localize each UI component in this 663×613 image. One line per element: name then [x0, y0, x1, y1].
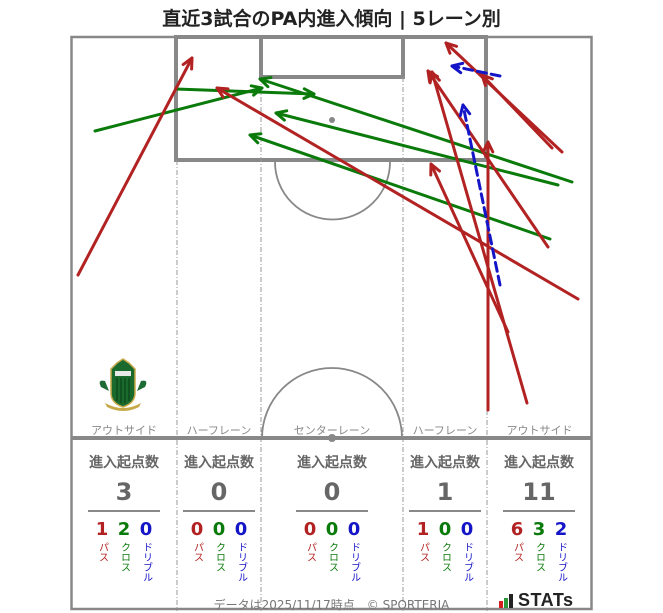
cross-label: クロス [326, 542, 338, 572]
page-title: 直近3試合のPA内進入傾向 | 5レーン別 [162, 8, 501, 30]
footer-credit: データは2025/11/17時点 © SPORTERIA [213, 598, 450, 612]
cross-label: クロス [213, 542, 225, 572]
lane-dividers [176, 77, 488, 611]
stats-header: 進入起点数 [504, 455, 574, 471]
dribble-label: ドリブル [235, 542, 247, 582]
cross-arrow [174, 87, 316, 100]
cross-label: クロス [533, 542, 545, 572]
stats-total: 1 [436, 478, 454, 506]
cross-arrow [274, 109, 560, 187]
dribble-count: 0 [347, 519, 361, 540]
stats-brand-logo: STATs [499, 590, 574, 611]
lane-stats-right-halfspace: 進入起点数 1 1 パス 0 クロス 0 ドリブル [403, 452, 487, 582]
stats-header: 進入起点数 [184, 455, 254, 471]
lane-stats-left-halfspace: 進入起点数 0 0 パス 0 クロス 0 ドリブル [177, 452, 261, 582]
pass-arrow [428, 70, 529, 405]
cross-label: クロス [439, 542, 451, 572]
bar-chart-icon [499, 593, 513, 608]
stats-divider [503, 510, 575, 512]
pass-count: 0 [190, 519, 204, 540]
dribble-count: 0 [234, 519, 248, 540]
lane-label-right-outside: アウトサイド [506, 424, 573, 437]
stats-total: 11 [522, 478, 556, 506]
pass-arrow [76, 56, 194, 277]
pass-arrow [426, 69, 550, 249]
pass-count: 6 [510, 519, 524, 540]
goal-area [259, 35, 405, 79]
cross-arrow [258, 76, 574, 184]
stats-total: 3 [115, 478, 133, 506]
stats-header: 進入起点数 [89, 455, 159, 471]
pass-label: パス [96, 542, 108, 562]
brand-text: STATs [518, 590, 574, 610]
cross-count: 2 [117, 519, 131, 540]
crest-icon [99, 358, 147, 411]
pass-count: 1 [95, 519, 109, 540]
pass-arrow [480, 73, 554, 150]
center-circle [261, 367, 403, 439]
cross-count: 3 [532, 519, 546, 540]
arrow-layer [76, 41, 580, 412]
dribble-label: ドリブル [348, 542, 360, 582]
pass-label: パス [191, 542, 203, 562]
stats-divider [183, 510, 255, 512]
pass-count: 0 [303, 519, 317, 540]
cross-label: クロス [118, 542, 130, 572]
pass-arrow [481, 140, 495, 412]
cross-count: 0 [438, 519, 452, 540]
lane-label-left-halfspace: ハーフレーン [186, 424, 252, 437]
dribble-count: 2 [554, 519, 568, 540]
stats-divider [296, 510, 368, 512]
dribble-arrow [450, 61, 502, 78]
stats-total: 0 [210, 478, 228, 506]
dribble-label: ドリブル [140, 542, 152, 582]
stats-total: 0 [323, 478, 341, 506]
lane-label-center: センターレーン [293, 424, 371, 437]
cross-count: 0 [325, 519, 339, 540]
lane-label-left-outside: アウトサイド [91, 424, 157, 437]
stats-divider [409, 510, 481, 512]
pass-label: パス [511, 542, 523, 562]
stats-header: 進入起点数 [297, 455, 367, 471]
dribble-count: 0 [460, 519, 474, 540]
lane-label-right-halfspace: ハーフレーン [412, 424, 478, 437]
penalty-spot [329, 117, 335, 123]
pass-label: パス [417, 542, 429, 562]
dribble-label: ドリブル [461, 542, 473, 582]
penalty-arc [274, 161, 391, 221]
lane-stats-left-outside: 進入起点数 3 1 パス 2 クロス 0 ドリブル [72, 452, 176, 582]
dribble-arrow [458, 103, 502, 287]
dribble-count: 0 [139, 519, 153, 540]
team-crest [95, 357, 151, 413]
pass-arrow [215, 86, 580, 301]
pass-label: パス [304, 542, 316, 562]
lane-stats-center: 進入起点数 0 0 パス 0 クロス 0 ドリブル [261, 452, 403, 582]
dribble-label: ドリブル [555, 542, 567, 582]
pass-arrow [429, 162, 510, 334]
pass-count: 1 [416, 519, 430, 540]
stats-divider [88, 510, 160, 512]
lane-stats-right-outside: 進入起点数 11 6 パス 3 クロス 2 ドリブル [487, 452, 591, 582]
cross-arrow [248, 132, 552, 241]
center-spot [328, 434, 336, 442]
stats-header: 進入起点数 [410, 455, 480, 471]
cross-count: 0 [212, 519, 226, 540]
